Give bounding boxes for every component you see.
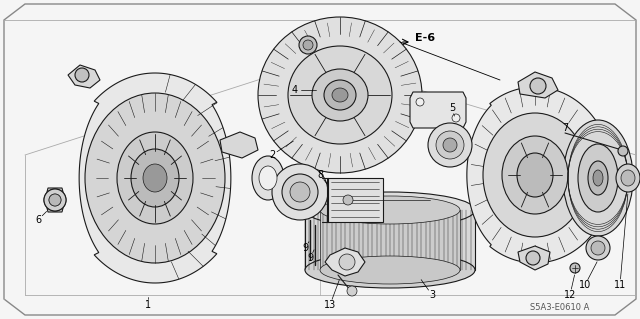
Text: 4: 4 [292,85,298,95]
Ellipse shape [570,263,580,273]
Bar [305,210,475,270]
Ellipse shape [591,241,605,255]
Text: E-6: E-6 [415,33,435,43]
Text: 7: 7 [562,123,568,133]
Text: 6: 6 [35,215,41,225]
Ellipse shape [305,192,475,228]
Ellipse shape [618,146,628,156]
Ellipse shape [416,98,424,106]
Ellipse shape [593,170,603,186]
Ellipse shape [578,144,618,212]
Polygon shape [68,65,100,88]
Ellipse shape [343,195,353,205]
Ellipse shape [616,164,640,192]
Ellipse shape [49,194,61,206]
Ellipse shape [502,136,568,214]
Polygon shape [220,132,258,158]
Text: 11: 11 [614,280,626,290]
Ellipse shape [483,113,587,237]
Ellipse shape [332,88,348,102]
Text: 1: 1 [145,300,151,310]
Ellipse shape [320,256,460,284]
Ellipse shape [259,166,277,190]
Polygon shape [518,246,550,270]
Polygon shape [4,4,636,315]
Ellipse shape [272,164,328,220]
Ellipse shape [290,182,310,202]
Text: S5A3-E0610 A: S5A3-E0610 A [531,303,589,313]
Ellipse shape [452,114,460,122]
Polygon shape [410,92,466,128]
Ellipse shape [85,93,225,263]
Polygon shape [79,73,231,283]
Ellipse shape [530,78,546,94]
Polygon shape [518,72,558,98]
Ellipse shape [312,69,368,121]
Ellipse shape [586,236,610,260]
Polygon shape [325,248,365,276]
Bar [320,210,460,270]
Ellipse shape [443,138,457,152]
Ellipse shape [143,164,167,192]
Ellipse shape [299,36,317,54]
Text: 2: 2 [269,150,275,160]
Ellipse shape [131,149,179,207]
Ellipse shape [320,196,460,224]
Ellipse shape [44,189,66,211]
Text: 5: 5 [449,103,455,113]
Polygon shape [45,188,65,212]
Text: 9: 9 [302,243,308,253]
Ellipse shape [117,132,193,224]
Polygon shape [327,178,383,222]
Text: 9: 9 [307,253,313,263]
Ellipse shape [282,174,318,210]
Ellipse shape [339,254,355,270]
Ellipse shape [44,189,66,211]
Ellipse shape [324,80,356,110]
Ellipse shape [436,131,464,159]
Ellipse shape [517,153,553,197]
Ellipse shape [258,17,422,173]
Ellipse shape [49,194,61,206]
Polygon shape [467,87,612,263]
Ellipse shape [621,170,635,186]
Ellipse shape [588,161,608,195]
Text: 12: 12 [564,290,576,300]
Ellipse shape [303,40,313,50]
Ellipse shape [252,156,284,200]
Ellipse shape [75,68,89,82]
Ellipse shape [288,46,392,144]
Text: 8: 8 [317,170,323,180]
Ellipse shape [526,251,540,265]
Text: 10: 10 [579,280,591,290]
Ellipse shape [563,120,633,236]
Ellipse shape [347,286,357,296]
Text: 13: 13 [324,300,336,310]
Ellipse shape [428,123,472,167]
Polygon shape [270,185,330,199]
Ellipse shape [305,252,475,288]
Text: 3: 3 [429,290,435,300]
